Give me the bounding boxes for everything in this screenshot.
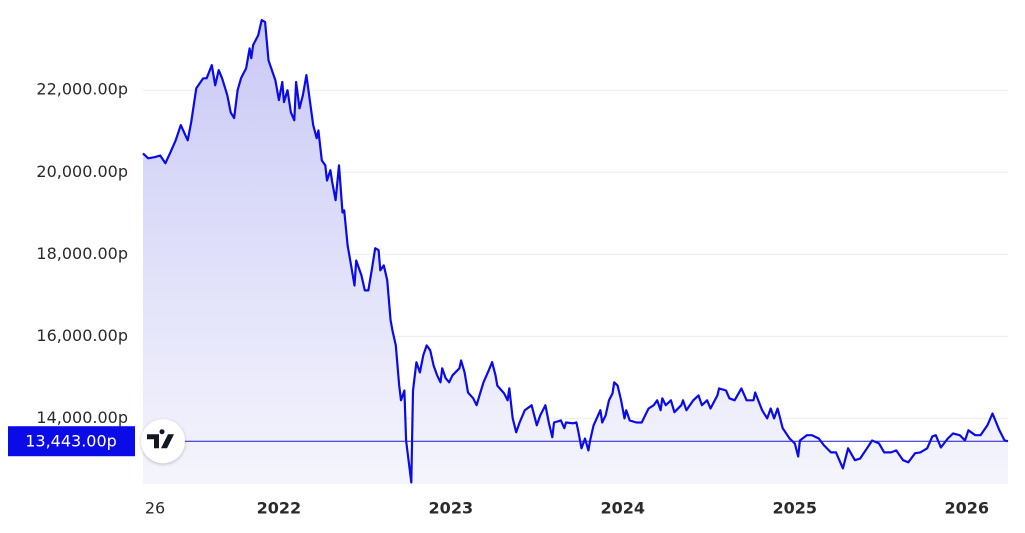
x-tick-label: 2022	[257, 499, 302, 518]
x-tick-label: 2025	[772, 499, 817, 518]
current-price-box	[8, 426, 135, 457]
y-tick-label: 20,000.00p	[36, 162, 128, 181]
y-tick-label: 18,000.00p	[36, 244, 128, 263]
current-price-label: 13,443.00p	[25, 432, 117, 451]
plot	[142, 19, 1009, 484]
y-tick-label: 16,000.00p	[36, 326, 128, 345]
price-line	[142, 19, 1009, 484]
y-tick-label: 22,000.00p	[36, 80, 128, 99]
x-tick-label: 26	[145, 499, 165, 518]
logo-mark	[147, 429, 174, 449]
tradingview-logo	[141, 419, 185, 464]
grid: 14,000.00p 16,000.00p 18,000.00p 20,000.00p…	[36, 80, 1008, 518]
area	[143, 20, 1008, 484]
logo-circle	[141, 419, 185, 464]
x-tick-label: 2024	[601, 499, 646, 518]
overlay: 13,443.00p	[8, 419, 1008, 464]
y-tick-label: 14,000.00p	[36, 408, 128, 427]
x-tick-label: 2023	[429, 499, 474, 518]
x-tick-label: 2026	[944, 499, 989, 518]
